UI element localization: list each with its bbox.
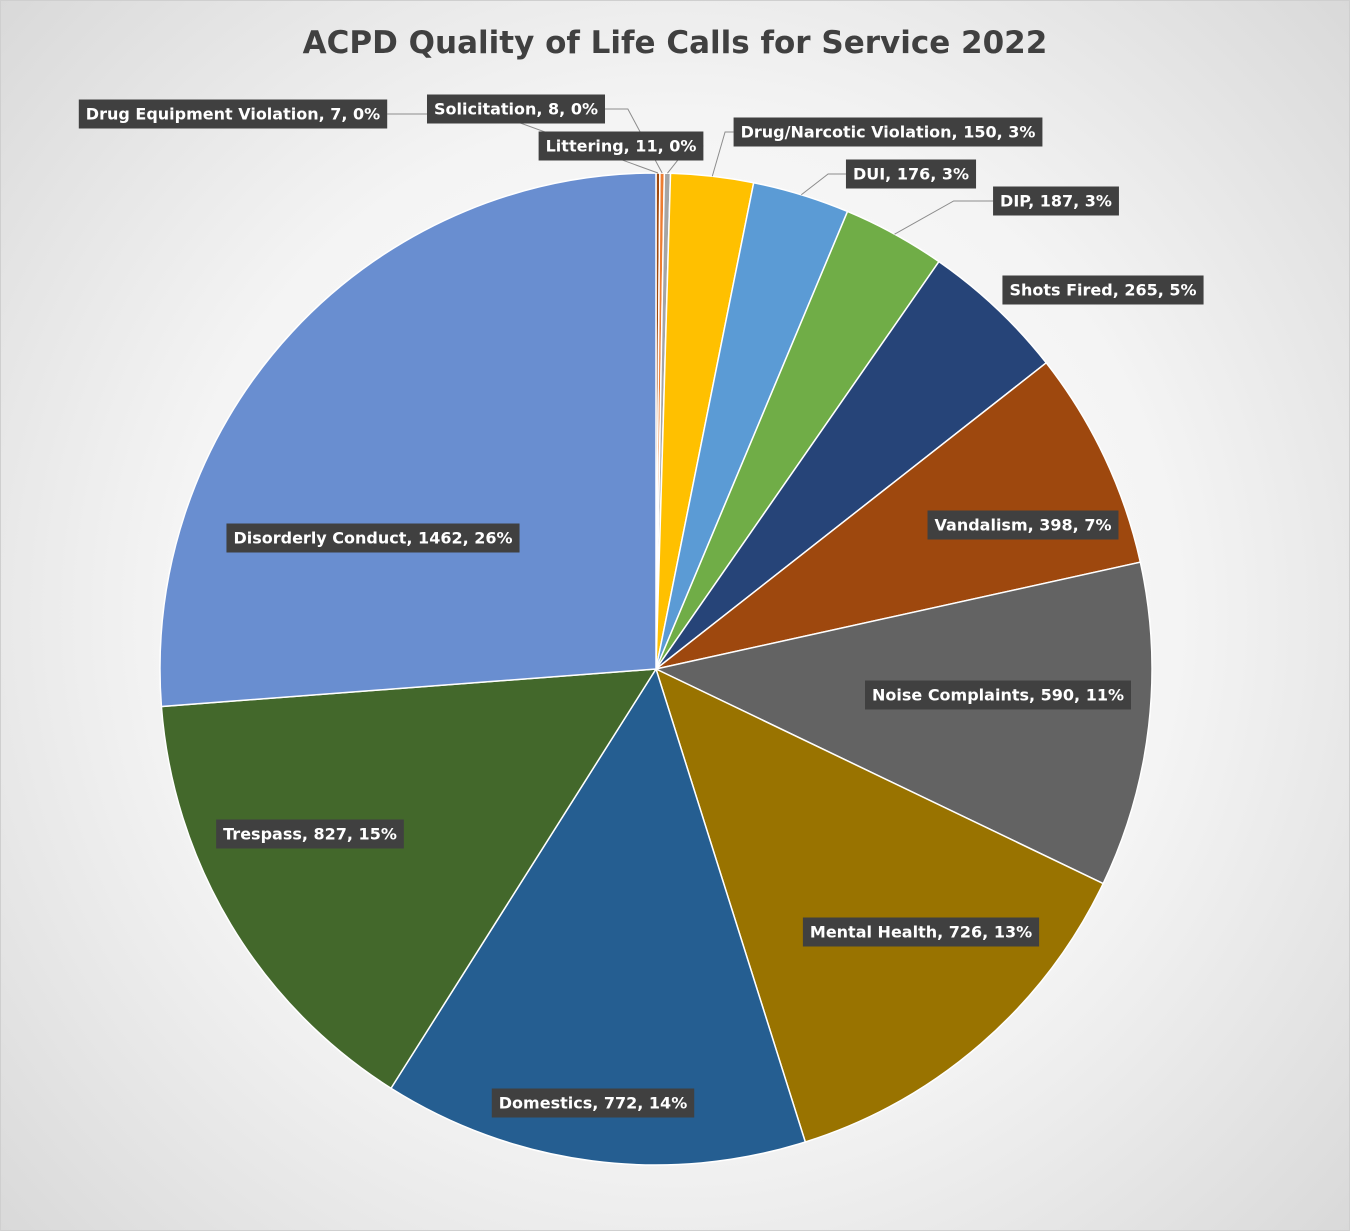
- data-label-shots-fired: Shots Fired, 265, 5%: [1002, 275, 1204, 305]
- data-label-disorderly-conduct: Disorderly Conduct, 1462, 26%: [226, 523, 520, 553]
- labels-layer: Drug Equipment Violation, 7, 0% Solicitat…: [78, 94, 1204, 1118]
- data-label-text: Trespass, 827, 15%: [223, 825, 397, 844]
- chart-title: ACPD Quality of Life Calls for Service 2…: [302, 25, 1048, 61]
- data-label-box: [845, 159, 977, 189]
- data-label-text: Littering, 11, 0%: [546, 137, 697, 156]
- data-label-text: Mental Health, 726, 13%: [810, 923, 1032, 942]
- data-label-dui: DUI, 176, 3%: [845, 159, 977, 189]
- pie-slice-disorderly-conduct: [159, 172, 657, 708]
- data-label-box: [802, 917, 1040, 947]
- pie-slice-mental-health: [654, 667, 1105, 1143]
- data-label-text: Drug Equipment Violation, 7, 0%: [86, 105, 380, 124]
- data-label-text: DUI, 176, 3%: [853, 165, 969, 184]
- data-label-box: [1002, 275, 1204, 305]
- data-label-box: [426, 94, 606, 124]
- data-label-box: [993, 186, 1119, 216]
- pie-slice-noise-complaints: [653, 561, 1153, 885]
- data-label-box: [927, 510, 1119, 540]
- slices-layer: [159, 172, 1153, 1166]
- data-label-box: [226, 523, 520, 553]
- data-label-vandalism: Vandalism, 398, 7%: [927, 510, 1119, 540]
- data-label-box: [491, 1088, 695, 1118]
- data-label-text: Domestics, 772, 14%: [499, 1094, 687, 1113]
- data-label-solicitation: Solicitation, 8, 0%: [426, 94, 606, 124]
- leader-line-drug-narcotic-violation: [711, 131, 734, 177]
- pie-slice-domestics: [389, 667, 807, 1166]
- data-label-drug-equipment-violation: Drug Equipment Violation, 7, 0%: [78, 99, 388, 129]
- data-label-domestics: Domestics, 772, 14%: [491, 1088, 695, 1118]
- data-label-text: Noise Complaints, 590, 11%: [872, 686, 1124, 705]
- data-label-dip: DIP, 187, 3%: [993, 186, 1119, 216]
- data-label-box: [538, 131, 704, 161]
- data-label-noise-complaints: Noise Complaints, 590, 11%: [865, 680, 1131, 710]
- data-label-mental-health: Mental Health, 726, 13%: [802, 917, 1040, 947]
- data-label-box: [78, 99, 388, 129]
- pie-slice-trespass: [160, 668, 658, 1090]
- data-label-box: [865, 680, 1131, 710]
- data-label-box: [216, 819, 404, 849]
- data-label-text: Shots Fired, 265, 5%: [1009, 281, 1196, 300]
- data-label-text: Disorderly Conduct, 1462, 26%: [233, 529, 512, 548]
- data-label-text: Solicitation, 8, 0%: [434, 100, 598, 119]
- data-label-drug-narcotic-violation: Drug/Narcotic Violation, 150, 3%: [733, 117, 1043, 147]
- data-label-text: Drug/Narcotic Violation, 150, 3%: [741, 123, 1036, 142]
- pie-slice-vandalism: [655, 361, 1142, 670]
- data-label-text: DIP, 187, 3%: [1000, 192, 1112, 211]
- data-label-box: [733, 117, 1043, 147]
- leader-line-dui: [801, 173, 846, 196]
- data-label-text: Vandalism, 398, 7%: [935, 516, 1112, 535]
- leader-line-dip: [894, 200, 994, 235]
- data-label-littering: Littering, 11, 0%: [538, 131, 704, 161]
- data-label-trespass: Trespass, 827, 15%: [216, 819, 404, 849]
